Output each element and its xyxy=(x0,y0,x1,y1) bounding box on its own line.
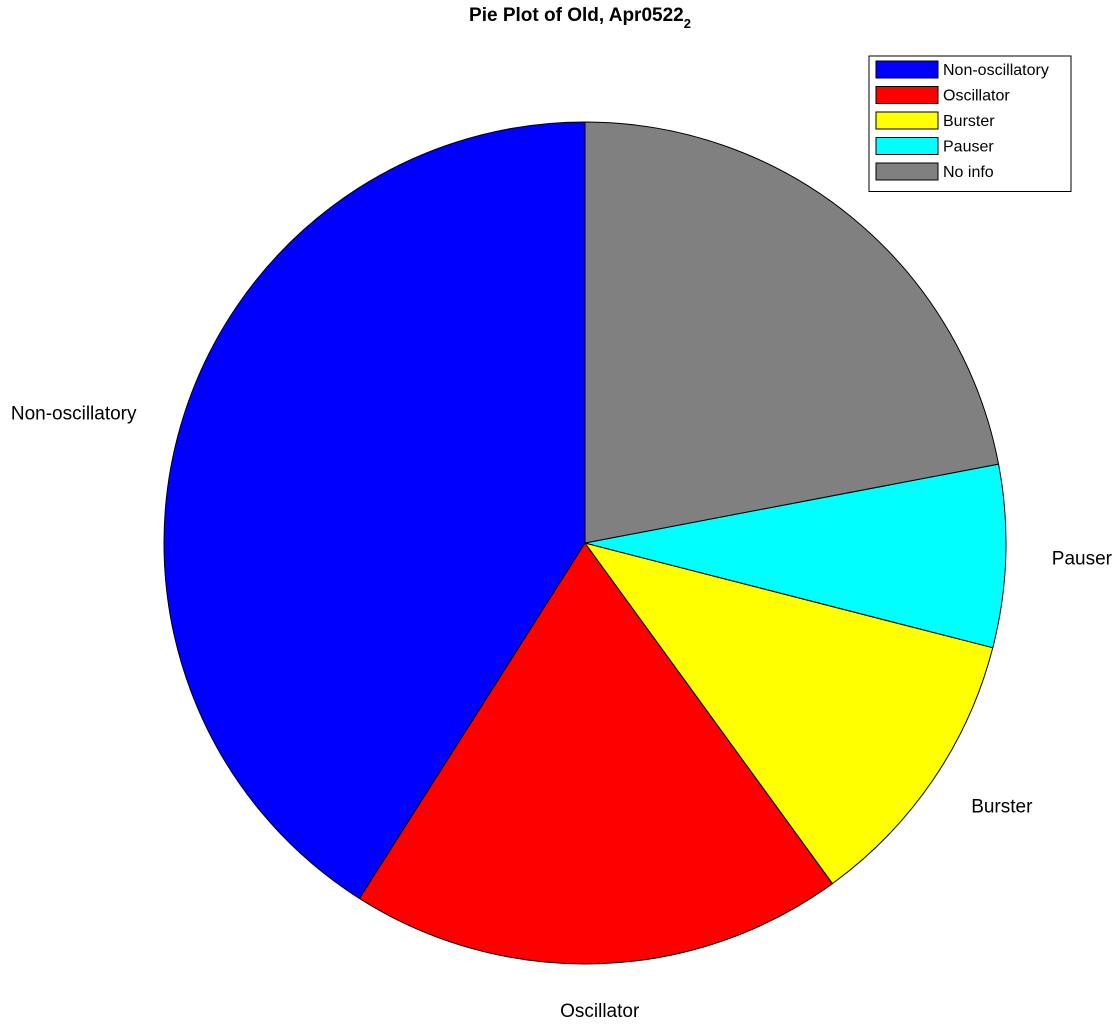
chart-title-main: Pie Plot of Old, Apr0522 xyxy=(469,5,684,26)
legend-swatch-non-oscillatory xyxy=(875,60,939,79)
pie-slice-no-info xyxy=(584,121,1000,544)
pie-slice-labels: Non-oscillatory Oscillator Burster Pauser xyxy=(11,404,1113,1022)
pie-slice-non-oscillatory xyxy=(163,121,586,900)
pie-slices xyxy=(163,121,1007,965)
slice-label-non-oscillatory: Non-oscillatory xyxy=(11,404,137,425)
legend-label-non-oscillatory: Non-oscillatory xyxy=(943,62,1049,79)
slice-label-burster: Burster xyxy=(971,797,1033,818)
legend-swatch-no-info xyxy=(875,162,939,181)
legend-swatch-pauser xyxy=(875,137,939,155)
legend-label-pauser: Pauser xyxy=(943,139,994,156)
pie-slice-burster xyxy=(583,542,994,885)
legend-label-no-info: No info xyxy=(943,164,994,181)
slice-label-pauser: Pauser xyxy=(1052,549,1113,570)
chart-title-subscript: 2 xyxy=(684,16,691,31)
legend-swatch-oscillator xyxy=(875,86,939,104)
pie-slice-pauser xyxy=(584,463,1007,649)
legend-label-burster: Burster xyxy=(943,113,995,130)
slice-label-oscillator: Oscillator xyxy=(560,1001,640,1022)
chart-title: Pie Plot of Old, Apr05222 xyxy=(469,5,691,31)
legend: Non-oscillatory Oscillator Burster Pauser No… xyxy=(868,55,1072,192)
pie-slice-oscillator xyxy=(358,542,834,965)
legend-swatch-burster xyxy=(875,111,939,130)
legend-label-oscillator: Oscillator xyxy=(943,88,1010,105)
